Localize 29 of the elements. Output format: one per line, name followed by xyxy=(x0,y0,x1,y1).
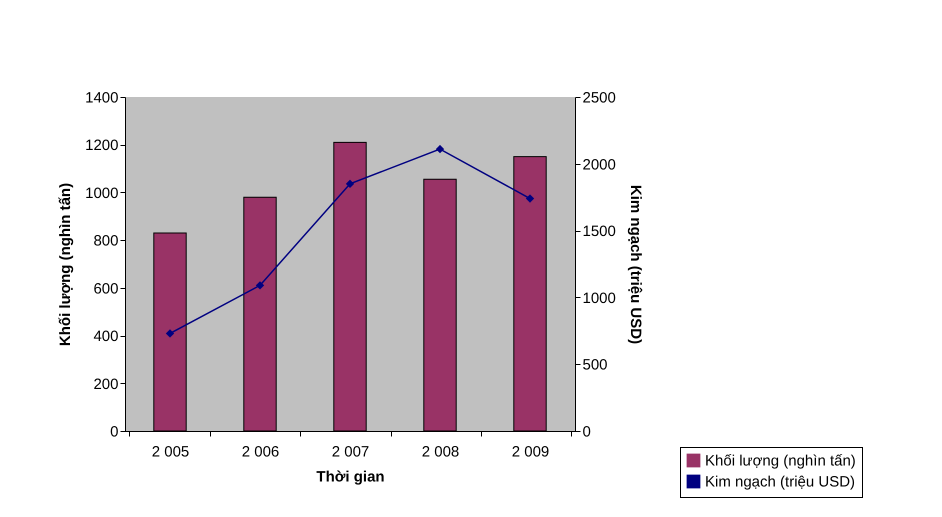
y-tick-label: 200 xyxy=(93,376,118,393)
y-tick-label: 0 xyxy=(110,424,118,440)
y2-axis-title: Kim ngạch (triệu USD) xyxy=(626,184,644,344)
x-tick-label: 2 005 xyxy=(152,444,190,460)
y-tick-label: 800 xyxy=(93,232,118,250)
y2-tick-label: 0 xyxy=(582,424,591,440)
point xyxy=(526,194,534,203)
x-axis-title: Thời gian xyxy=(316,468,385,486)
y-tick-label: 1200 xyxy=(85,137,118,154)
x-tick-label: 2 006 xyxy=(242,444,280,460)
y2-tick-label: 1000 xyxy=(582,290,616,307)
y2-tick-label: 2000 xyxy=(582,156,616,174)
y-tick-label: 1400 xyxy=(85,90,118,106)
legend-label: Kim ngạch (triệu USD) xyxy=(705,474,856,490)
y2-tick-label: 2500 xyxy=(582,90,616,106)
point xyxy=(256,281,264,290)
y-tick-label: 1000 xyxy=(85,184,118,202)
legend-label: Khối lượng (nghìn tấn) xyxy=(705,452,856,470)
point xyxy=(346,180,354,188)
x-tick-label: 2 008 xyxy=(422,444,460,460)
y-tick-label: 400 xyxy=(93,328,118,346)
point xyxy=(166,329,174,338)
x-tick-label: 2 009 xyxy=(512,444,550,460)
y2-tick-label: 500 xyxy=(582,356,608,374)
y2-tick-label: 1500 xyxy=(582,223,616,240)
x-tick-label: 2 007 xyxy=(332,444,370,460)
point xyxy=(436,144,444,154)
y-tick-label: 600 xyxy=(93,280,118,298)
y-axis-title: Khối lượng (nghìn tấn) xyxy=(57,182,74,346)
